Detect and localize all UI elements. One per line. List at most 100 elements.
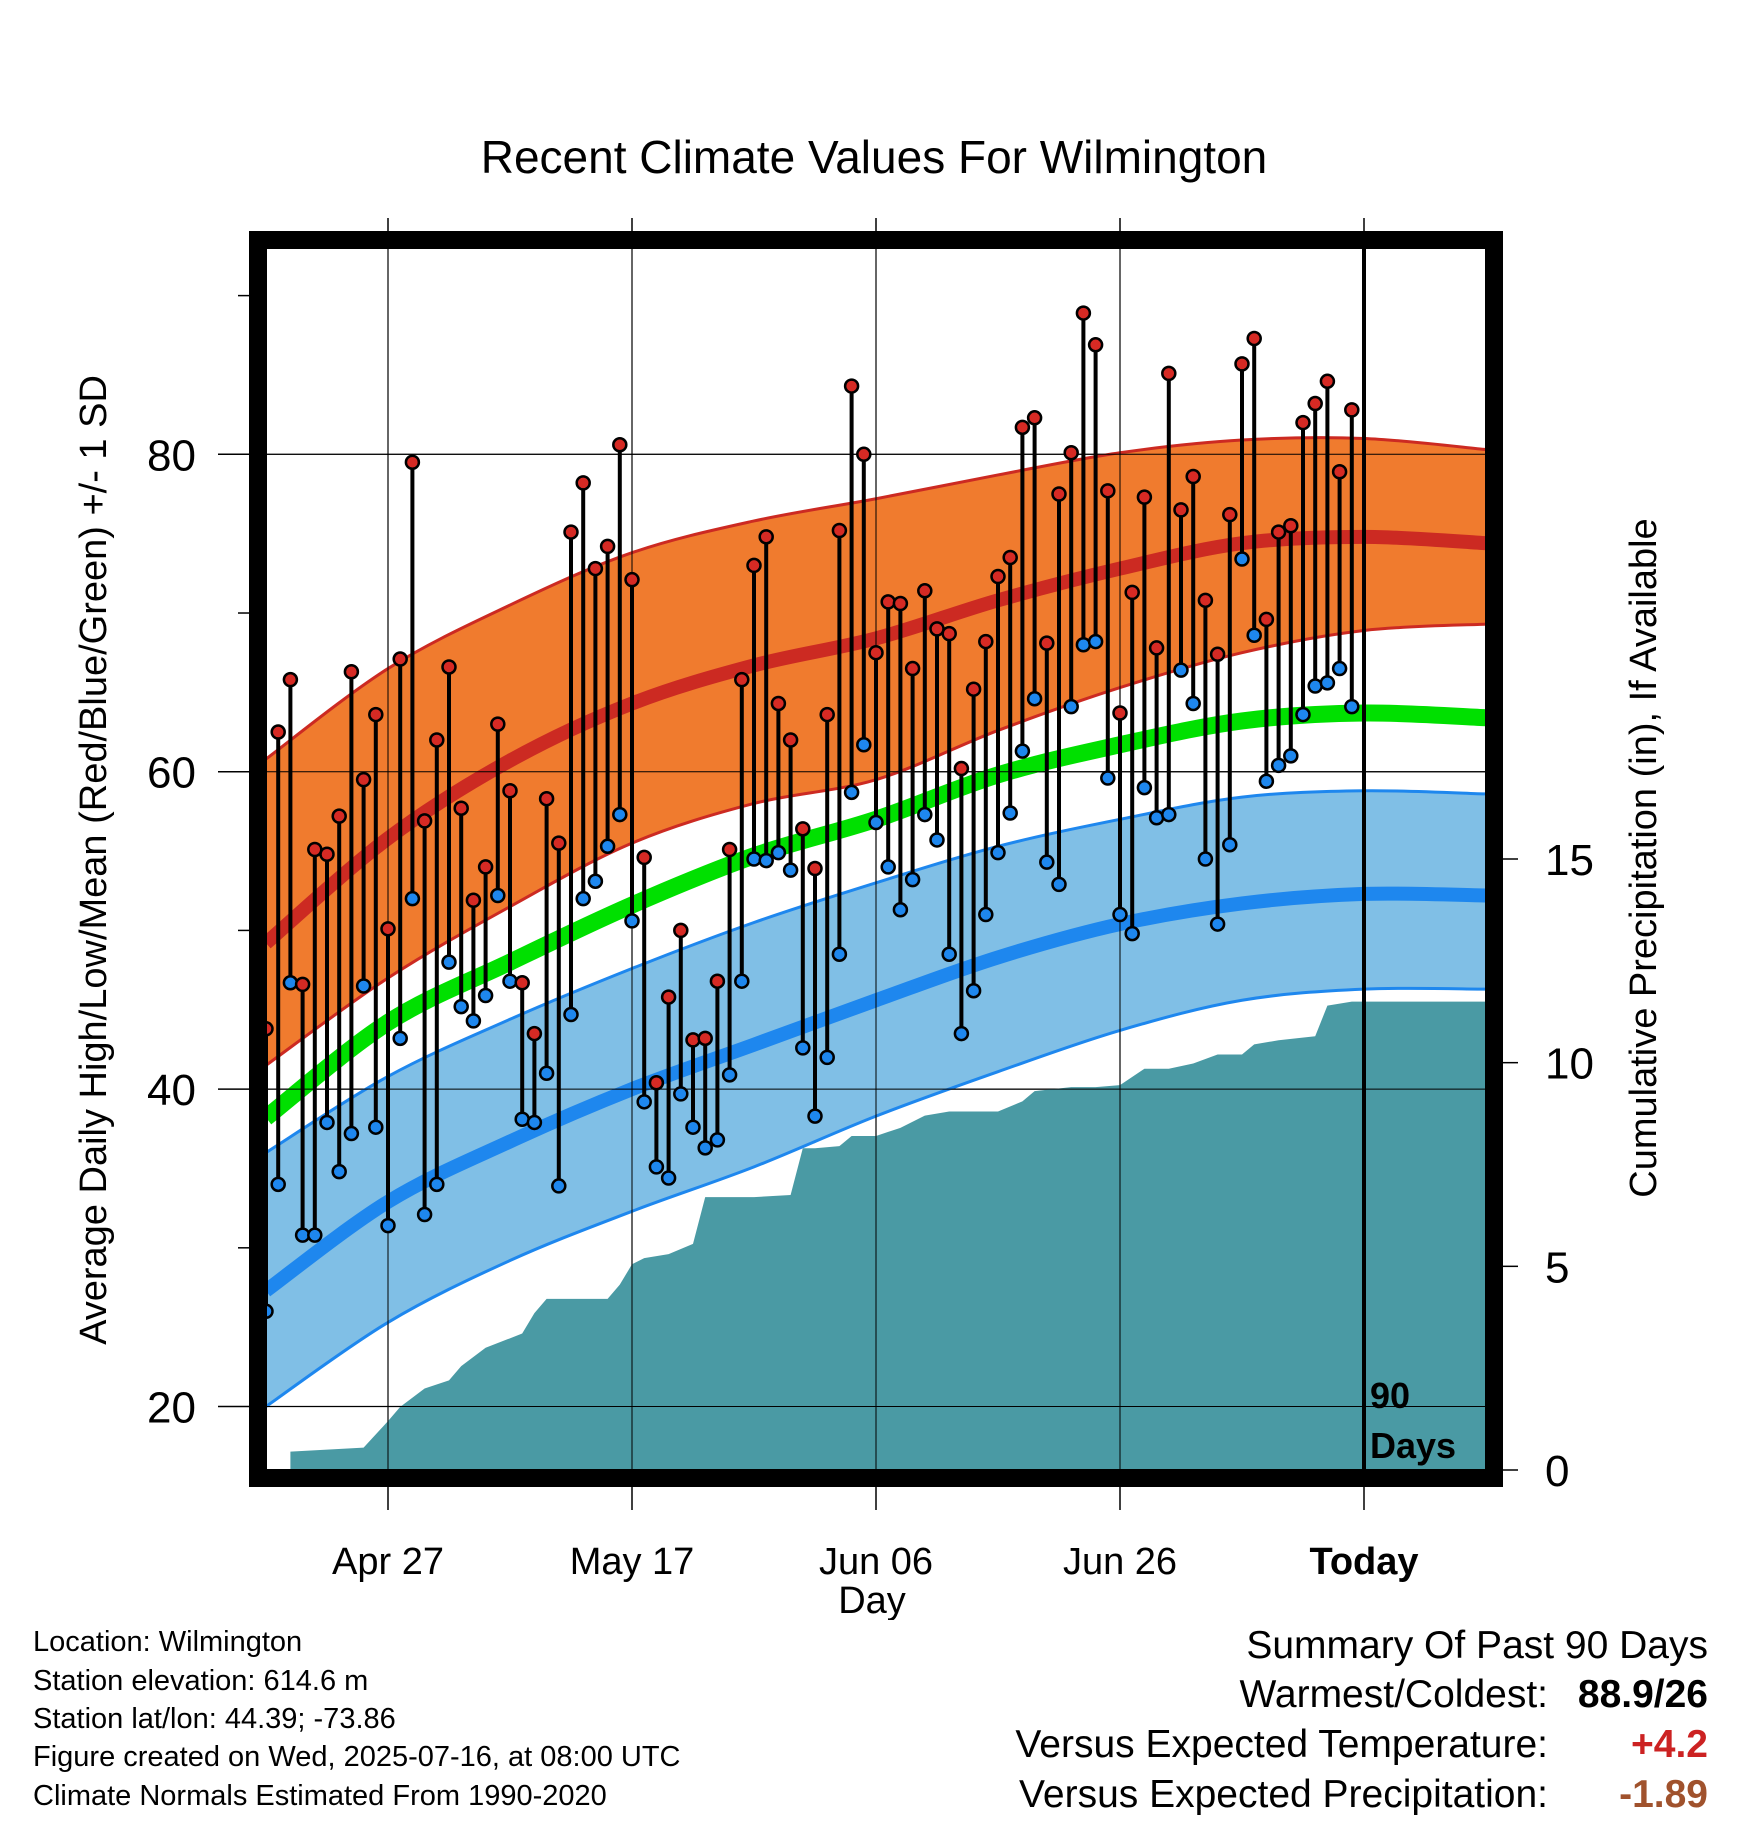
daily-low-point: [441, 954, 457, 970]
footer-elevation: Station elevation: 614.6 m: [33, 1665, 369, 1697]
daily-low-point: [880, 859, 896, 875]
daily-high-point: [770, 695, 787, 712]
daily-high-point: [856, 446, 872, 463]
daily-high-point: [1258, 611, 1275, 628]
daily-high-point: [1124, 584, 1140, 601]
daily-high-point: [624, 571, 640, 588]
daily-high-point: [782, 732, 799, 748]
daily-high-point: [282, 671, 299, 688]
daily-low-point: [1100, 770, 1116, 786]
daily-high-point: [807, 860, 823, 877]
plot-clipped-group: 90 Days: [266, 248, 1486, 1470]
daily-high-point: [1185, 468, 1201, 485]
daily-high-point: [1075, 305, 1092, 321]
daily-low-point: [1295, 706, 1311, 723]
daily-low-point: [1087, 633, 1104, 650]
daily-high-point: [453, 800, 469, 816]
daily-high-point: [266, 1021, 274, 1037]
daily-low-point: [978, 906, 994, 923]
daily-low-point: [990, 844, 1006, 861]
daily-high-point: [599, 538, 616, 555]
daily-high-point: [709, 973, 726, 989]
daily-high-point: [1295, 414, 1311, 431]
daily-low-point: [770, 844, 787, 861]
daily-low-point: [1307, 678, 1323, 694]
daily-high-point: [1234, 356, 1250, 372]
daily-high-point: [1002, 549, 1018, 566]
footer-location: Location: Wilmington: [33, 1626, 303, 1658]
summary-warmest-row: Warmest/Coldest: 88.9/26: [1240, 1673, 1708, 1717]
daily-high-point: [343, 663, 360, 680]
daily-low-point: [819, 1049, 835, 1066]
today-days-label: 90: [1370, 1375, 1410, 1416]
daily-low-point: [660, 1170, 677, 1186]
daily-low-point: [587, 873, 604, 889]
plot-area: 90 Days 20 40 60 80 0 5 10 15 Apr 27 May 17 Jun 06 Ju…: [147, 218, 1594, 1583]
daily-high-point: [978, 633, 994, 650]
daily-high-point: [734, 671, 750, 688]
daily-high-point: [1026, 410, 1043, 426]
daily-low-point: [904, 871, 921, 888]
y2-tick-label: 5: [1545, 1243, 1569, 1292]
daily-low-point: [270, 1176, 286, 1193]
daily-low-point: [526, 1114, 543, 1131]
daily-low-point: [1258, 773, 1275, 789]
daily-high-point: [843, 378, 860, 394]
summary-title: Summary Of Past 90 Days: [1246, 1624, 1708, 1667]
daily-high-point: [319, 846, 335, 862]
daily-high-point: [380, 921, 396, 937]
precip-area: [290, 1001, 1486, 1470]
today-days-label: Days: [1370, 1425, 1456, 1466]
y2-tick-label: 0: [1545, 1447, 1569, 1496]
daily-high-point: [941, 625, 957, 642]
daily-high-point: [368, 706, 384, 723]
daily-high-point: [1051, 486, 1067, 502]
daily-low-point: [331, 1163, 347, 1180]
y-tick-label: 20: [147, 1384, 196, 1433]
daily-high-point: [429, 732, 445, 748]
daily-high-point: [563, 524, 579, 540]
daily-low-point: [1185, 695, 1201, 712]
daily-low-point: [1197, 851, 1214, 867]
daily-low-point: [917, 806, 933, 823]
daily-low-point: [965, 982, 982, 999]
plot-frame: [249, 231, 1503, 1487]
daily-high-point: [685, 1032, 701, 1048]
daily-high-point: [965, 681, 982, 697]
summary-precip-row: Versus Expected Precipitation: -1.89: [1019, 1773, 1708, 1817]
daily-high-point: [1148, 640, 1165, 656]
climate-chart: Recent Climate Values For Wilmington 90 D…: [73, 131, 1665, 1620]
daily-low-point: [404, 890, 421, 907]
daily-low-point: [1051, 876, 1067, 893]
daily-low-point: [856, 736, 872, 753]
summary-temp-row: Versus Expected Temperature: +4.2: [1015, 1723, 1708, 1767]
daily-low-point: [599, 838, 616, 855]
daily-high-point: [331, 808, 347, 824]
daily-high-point: [477, 859, 494, 875]
daily-low-point: [465, 1013, 482, 1029]
summary-temp-value: +4.2: [1631, 1723, 1708, 1766]
daily-high-point: [612, 437, 628, 453]
daily-high-point: [868, 644, 884, 661]
daily-high-point: [721, 841, 738, 858]
daily-high-point: [575, 475, 591, 491]
daily-low-point: [282, 975, 299, 991]
daily-high-point: [294, 976, 311, 993]
daily-high-point: [1197, 592, 1214, 609]
daily-high-point: [636, 849, 652, 866]
daily-high-point: [1039, 635, 1055, 651]
daily-high-point: [1319, 373, 1336, 390]
daily-low-point: [1063, 698, 1079, 715]
daily-low-point: [941, 946, 957, 962]
daily-low-point: [697, 1140, 713, 1156]
x-tick-label: Jun 26: [1063, 1541, 1177, 1583]
daily-low-point: [868, 814, 884, 831]
daily-high-point: [917, 583, 933, 599]
daily-high-point: [587, 560, 604, 577]
daily-low-point: [843, 784, 860, 801]
daily-high-point: [502, 783, 518, 799]
summary-warmest-value: 88.9/26: [1577, 1673, 1708, 1716]
daily-high-point: [831, 522, 848, 539]
y-tick-label: 80: [147, 431, 196, 480]
daily-low-point: [380, 1217, 396, 1234]
